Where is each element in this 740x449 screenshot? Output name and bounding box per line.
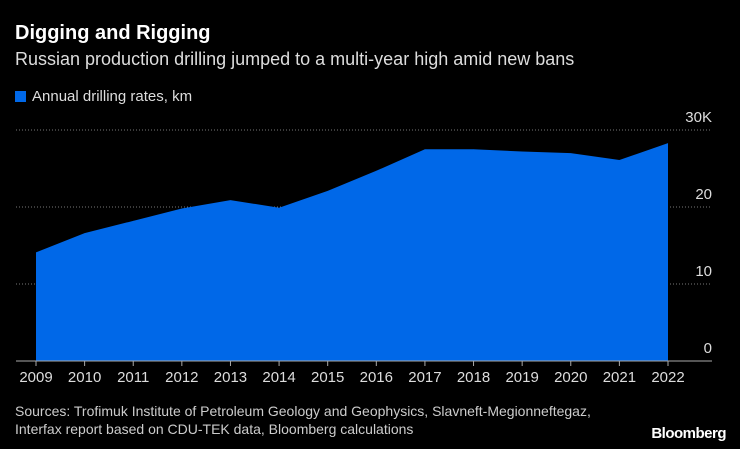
x-tick-label: 2012 (165, 369, 198, 386)
x-tick-label: 2013 (214, 369, 247, 386)
x-tick-label: 2015 (311, 369, 344, 386)
y-tick-label: 20 (695, 186, 712, 203)
legend-label: Annual drilling rates, km (32, 88, 193, 105)
area-series (36, 143, 668, 361)
y-tick-label: 30K (685, 109, 712, 126)
y-tick-label: 0 (704, 340, 712, 357)
chart-subtitle: Russian production drilling jumped to a … (15, 49, 575, 69)
legend: Annual drilling rates, km (15, 88, 192, 105)
x-tick-label: 2014 (262, 369, 295, 386)
source-note: Sources: Trofimuk Institute of Petroleum… (15, 403, 591, 437)
x-tick-label: 2017 (408, 369, 441, 386)
chart-title: Digging and Rigging (15, 22, 211, 44)
x-tick-label: 2022 (651, 369, 684, 386)
x-tick-label: 2018 (457, 369, 490, 386)
bloomberg-logo: Bloomberg (651, 425, 726, 442)
x-tick-label: 2016 (360, 369, 393, 386)
x-tick-label: 2010 (68, 369, 101, 386)
legend-swatch (15, 91, 26, 102)
x-tick-label: 2019 (505, 369, 538, 386)
x-tick-label: 2011 (117, 369, 149, 386)
y-tick-label: 10 (695, 263, 712, 280)
x-tick-label: 2020 (554, 369, 587, 386)
x-tick-label: 2009 (19, 369, 52, 386)
x-tick-label: 2021 (603, 369, 636, 386)
